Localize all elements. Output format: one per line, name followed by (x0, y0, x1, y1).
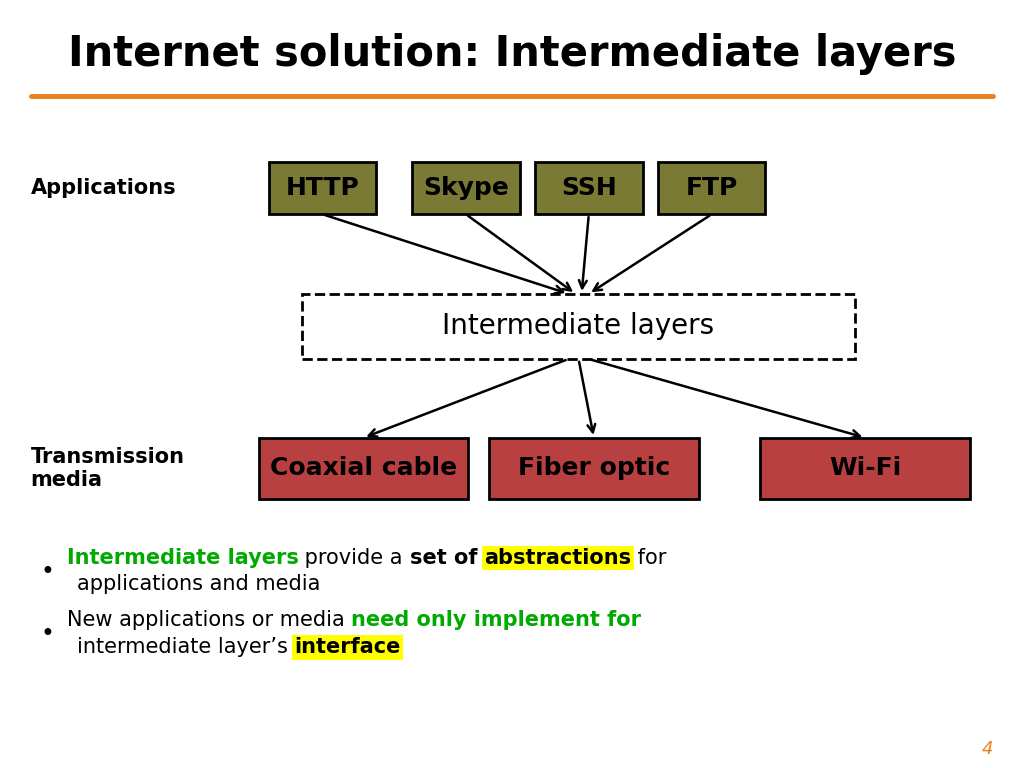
Text: •: • (41, 560, 55, 584)
Text: FTP: FTP (685, 176, 738, 200)
Text: Internet solution: Intermediate layers: Internet solution: Intermediate layers (68, 33, 956, 74)
Text: Intermediate layers: Intermediate layers (67, 548, 298, 568)
FancyBboxPatch shape (268, 162, 377, 214)
FancyBboxPatch shape (302, 294, 855, 359)
FancyBboxPatch shape (412, 162, 520, 214)
Text: •: • (41, 621, 55, 646)
Text: Fiber optic: Fiber optic (518, 456, 670, 481)
Text: for: for (632, 548, 667, 568)
FancyBboxPatch shape (535, 162, 643, 214)
Text: set of: set of (410, 548, 484, 568)
Text: Wi-Fi: Wi-Fi (829, 456, 901, 481)
FancyBboxPatch shape (760, 438, 970, 499)
Text: Intermediate layers: Intermediate layers (442, 313, 715, 340)
Text: provide a: provide a (298, 548, 410, 568)
Text: 4: 4 (982, 740, 993, 758)
Text: Applications: Applications (31, 178, 176, 198)
FancyBboxPatch shape (258, 438, 469, 499)
Text: abstractions: abstractions (484, 548, 632, 568)
FancyBboxPatch shape (489, 438, 698, 499)
Text: SSH: SSH (561, 176, 616, 200)
Text: New applications or media: New applications or media (67, 610, 351, 630)
Text: applications and media: applications and media (77, 574, 321, 594)
Text: Coaxial cable: Coaxial cable (270, 456, 457, 481)
Text: Transmission
media: Transmission media (31, 447, 184, 490)
Text: intermediate layer’s: intermediate layer’s (77, 637, 294, 657)
FancyBboxPatch shape (657, 162, 765, 214)
Text: Skype: Skype (423, 176, 509, 200)
Text: interface: interface (294, 637, 400, 657)
Text: HTTP: HTTP (286, 176, 359, 200)
Text: need only implement for: need only implement for (351, 610, 641, 630)
